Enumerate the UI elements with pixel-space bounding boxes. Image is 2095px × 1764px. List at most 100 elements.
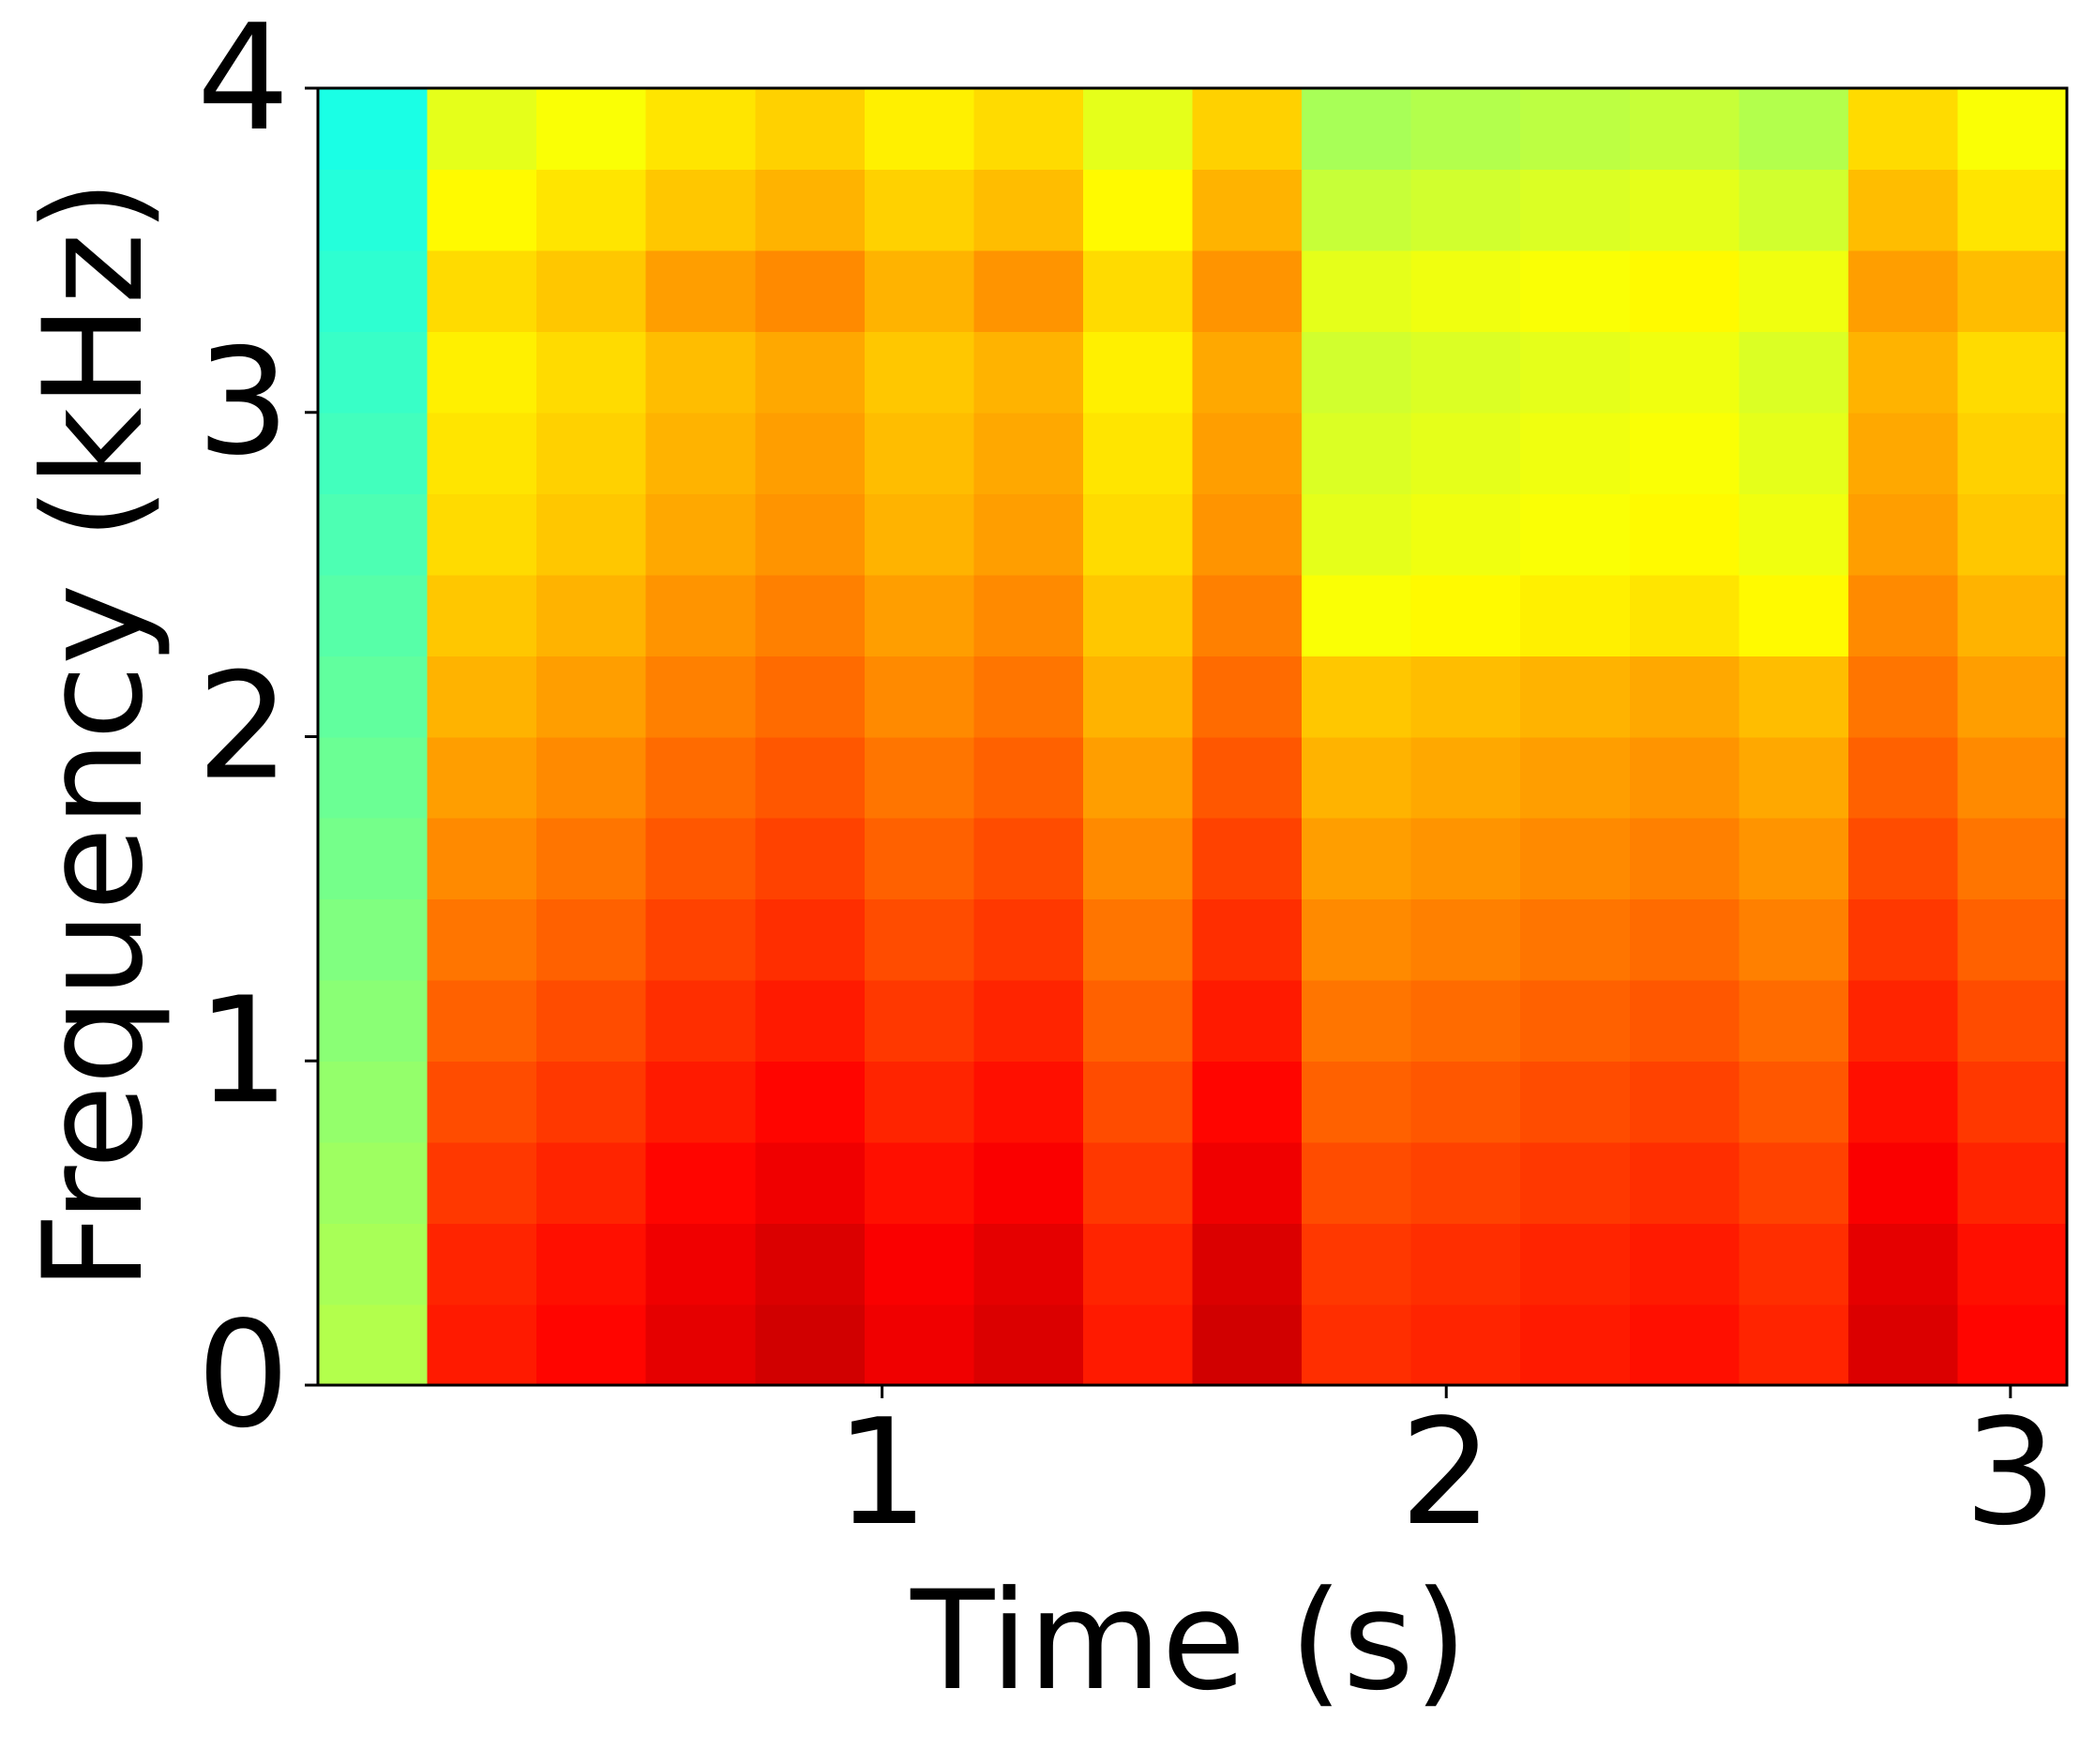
- cell: [318, 169, 429, 251]
- cell: [973, 979, 1084, 1063]
- cell: [1957, 1141, 2068, 1224]
- cell: [1629, 979, 1741, 1063]
- cell: [427, 249, 537, 333]
- cell: [536, 331, 647, 414]
- cell: [318, 1304, 429, 1386]
- cell: [1410, 412, 1521, 494]
- cell: [864, 898, 975, 981]
- cell: [755, 736, 866, 819]
- cell: [1739, 88, 1849, 171]
- cell: [1082, 412, 1194, 494]
- cell: [536, 1304, 647, 1386]
- cell: [427, 1304, 537, 1386]
- cell: [973, 817, 1084, 900]
- cell: [427, 574, 537, 656]
- cell: [1739, 898, 1849, 981]
- cell: [1957, 1223, 2068, 1305]
- cell: [755, 656, 866, 738]
- cell: [755, 574, 866, 656]
- cell: [1847, 1223, 1959, 1305]
- cell: [536, 88, 647, 171]
- cell: [1957, 979, 2068, 1063]
- cell: [1302, 249, 1412, 333]
- cell: [1082, 574, 1194, 656]
- cell: [427, 1061, 537, 1143]
- cell: [755, 1223, 866, 1305]
- cell: [1629, 898, 1741, 981]
- cell: [1410, 979, 1521, 1063]
- cell: [1957, 898, 2068, 981]
- cell: [1410, 1304, 1521, 1386]
- x-tick-label: 2: [1400, 1387, 1493, 1558]
- cell: [645, 979, 757, 1063]
- cell: [1520, 1141, 1631, 1224]
- cell: [318, 736, 429, 819]
- cell: [427, 898, 537, 981]
- cell: [1629, 574, 1741, 656]
- cell: [536, 1141, 647, 1224]
- cell: [864, 656, 975, 738]
- cell: [536, 169, 647, 251]
- cell: [1410, 656, 1521, 738]
- cell: [864, 817, 975, 900]
- cell: [755, 493, 866, 576]
- cell: [1847, 88, 1959, 171]
- cell: [1410, 88, 1521, 171]
- cell: [973, 1223, 1084, 1305]
- cell: [1739, 249, 1849, 333]
- cell: [318, 493, 429, 576]
- cell: [755, 898, 866, 981]
- cell: [645, 88, 757, 171]
- cell: [318, 331, 429, 414]
- cell: [645, 493, 757, 576]
- cell: [645, 1141, 757, 1224]
- cell: [1957, 169, 2068, 251]
- cell: [318, 1223, 429, 1305]
- cell: [1847, 736, 1959, 819]
- cell: [427, 88, 537, 171]
- cell: [1520, 249, 1631, 333]
- cell: [755, 249, 866, 333]
- cell: [645, 412, 757, 494]
- cell: [755, 979, 866, 1063]
- cell: [1302, 574, 1412, 656]
- cell: [1410, 249, 1521, 333]
- cell: [1082, 898, 1194, 981]
- cell: [1520, 1304, 1631, 1386]
- cell: [645, 656, 757, 738]
- cell: [973, 249, 1084, 333]
- cell: [1739, 1061, 1849, 1143]
- cell: [536, 1061, 647, 1143]
- heatmap: [318, 88, 2068, 1386]
- cell: [318, 898, 429, 981]
- cell: [427, 1141, 537, 1224]
- cell: [318, 88, 429, 171]
- cell: [1957, 1304, 2068, 1386]
- cell: [864, 412, 975, 494]
- x-axis-label: Time (s): [910, 1561, 1468, 1721]
- cell: [1957, 574, 2068, 656]
- cell: [1520, 574, 1631, 656]
- cell: [1629, 1304, 1741, 1386]
- cell: [1410, 169, 1521, 251]
- cell: [864, 493, 975, 576]
- cell: [864, 331, 975, 414]
- cell: [1520, 898, 1631, 981]
- cell: [1739, 412, 1849, 494]
- cell: [1847, 574, 1959, 656]
- cell: [1847, 898, 1959, 981]
- cell: [1520, 412, 1631, 494]
- y-tick-label: 2: [197, 641, 290, 811]
- x-tick-label: 3: [1964, 1387, 2057, 1558]
- cell: [1629, 493, 1741, 576]
- cell: [864, 249, 975, 333]
- cell: [1847, 1061, 1959, 1143]
- cell: [973, 1061, 1084, 1143]
- cell: [536, 574, 647, 656]
- cell: [1302, 1223, 1412, 1305]
- cell: [318, 979, 429, 1063]
- cell: [1739, 817, 1849, 900]
- cell: [1520, 493, 1631, 576]
- cell: [864, 1223, 975, 1305]
